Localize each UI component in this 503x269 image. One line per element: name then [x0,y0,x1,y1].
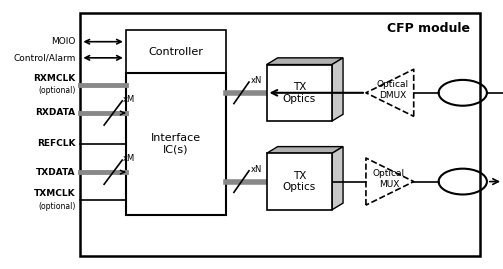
Polygon shape [332,58,343,121]
FancyBboxPatch shape [267,153,332,210]
FancyBboxPatch shape [126,30,226,75]
Text: CFP module: CFP module [387,22,470,34]
Text: xN: xN [250,165,262,174]
Polygon shape [267,147,343,153]
Text: RXDATA: RXDATA [35,108,75,118]
Text: RXMCLK: RXMCLK [33,73,75,83]
Text: TX
Optics: TX Optics [283,82,316,104]
Polygon shape [267,58,343,65]
Text: TXMCLK: TXMCLK [34,189,75,198]
FancyBboxPatch shape [80,13,480,256]
Text: REFCLK: REFCLK [37,139,75,148]
Text: xM: xM [123,154,135,163]
Text: Optical
MUX: Optical MUX [373,169,405,189]
Text: Control/Alarm: Control/Alarm [13,53,75,62]
Text: TX
Optics: TX Optics [283,171,316,192]
Text: xM: xM [123,95,135,104]
Text: Interface
IC(s): Interface IC(s) [151,133,201,155]
Polygon shape [332,147,343,210]
Text: TXDATA: TXDATA [36,168,75,177]
Text: Controller: Controller [148,47,204,58]
Text: (optional): (optional) [38,202,75,211]
FancyBboxPatch shape [126,73,226,215]
FancyBboxPatch shape [267,65,332,121]
Text: Optical
DMUX: Optical DMUX [376,80,408,100]
Text: (optional): (optional) [38,86,75,95]
Text: MOIO: MOIO [51,37,75,46]
Text: xN: xN [250,76,262,85]
